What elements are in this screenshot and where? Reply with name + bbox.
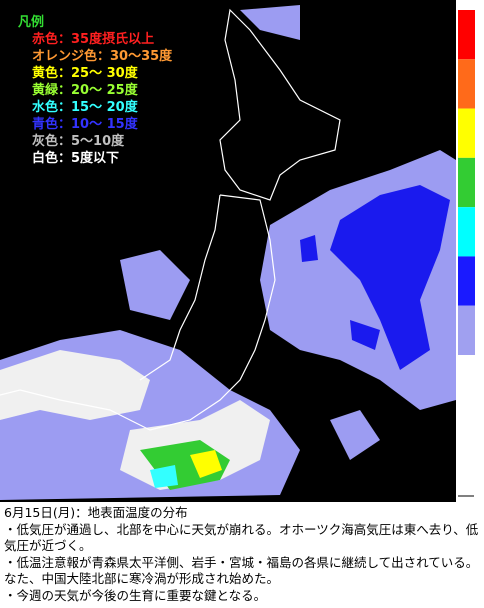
- color-bar-segment: [458, 10, 475, 60]
- legend-item: オレンジ色：30～35度: [32, 49, 173, 64]
- color-bar-segment: [458, 108, 475, 158]
- legend-item: 水色：15～ 20度: [32, 100, 138, 115]
- legend-item: 青色：10～ 15度: [32, 117, 138, 132]
- legend-item: 灰色：5～10度: [32, 134, 125, 149]
- caption: 6月15日(月)：地表面温度の分布 ・低気圧が通過し、北部を中心に天気が崩れる。…: [4, 505, 480, 604]
- color-bar-segment: [458, 305, 475, 355]
- color-bar-segment: [458, 256, 475, 306]
- coastline: [0, 8, 341, 431]
- warm-patches: [140, 440, 230, 490]
- caption-line: ・今週の天気が今後の生育に重要な鍵となる。: [4, 587, 267, 603]
- caption-line: ・低気圧が通過し、北部を中心に天気が崩れる。オホーツク海高気圧は東へ去り、低気圧…: [4, 521, 479, 554]
- color-bar-segment: [458, 207, 475, 257]
- color-bar-segment: [458, 157, 475, 208]
- legend: 凡例 赤色：35度摂氏以上オレンジ色：30～35度 黄色：25～ 30度 黄緑：20…: [12, 10, 198, 188]
- legend-item: 黄色：25～ 30度: [32, 66, 138, 81]
- caption-line: ・低温注意報が青森県太平洋側、岩手・宮城・福島の各県に継続して出されている。なた…: [4, 554, 479, 587]
- cold-patches: [300, 185, 450, 370]
- legend-item: 赤色：35度摂氏以上: [32, 32, 155, 47]
- caption-title: 6月15日(月)：地表面温度の分布: [4, 505, 188, 520]
- legend-items: 赤色：35度摂氏以上オレンジ色：30～35度 黄色：25～ 30度 黄緑：20～ 2…: [18, 31, 192, 167]
- legend-title: 凡例: [18, 15, 45, 30]
- legend-item: 黄緑：20～ 25度: [32, 83, 138, 98]
- color-bar: [458, 10, 475, 355]
- caption-lines: ・低気圧が通過し、北部を中心に天気が崩れる。オホーツク海高気圧は東へ去り、低気圧…: [4, 522, 480, 605]
- color-bar-segment: [458, 59, 475, 109]
- map: [0, 0, 475, 502]
- legend-item: 白色：5度以下: [32, 151, 120, 166]
